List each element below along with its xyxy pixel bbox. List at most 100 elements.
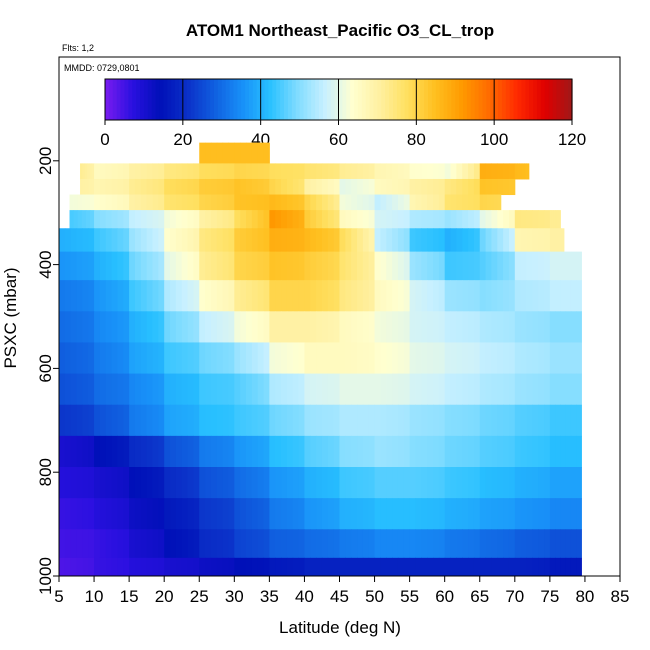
- heatmap-cell: [263, 404, 270, 437]
- heatmap-cell: [111, 210, 118, 229]
- heatmap-cell: [570, 404, 577, 437]
- heatmap-cell: [275, 280, 282, 312]
- heatmap-cell: [555, 529, 561, 559]
- heatmap-cell: [421, 280, 428, 312]
- heatmap-cell: [228, 142, 235, 164]
- heatmap-cell: [462, 280, 469, 312]
- heatmap-cell: [129, 163, 136, 180]
- heatmap-cell: [304, 404, 311, 437]
- heatmap-cell: [368, 529, 376, 559]
- heatmap-cell: [497, 251, 504, 281]
- colorbar-segment: [252, 79, 258, 120]
- heatmap-cell: [327, 280, 335, 312]
- heatmap-cell: [175, 251, 183, 281]
- heatmap-cell: [576, 529, 582, 559]
- heatmap-cell: [257, 194, 265, 211]
- heatmap-cell: [409, 194, 416, 211]
- heatmap-cell: [76, 498, 83, 530]
- heatmap-cell: [269, 228, 276, 253]
- heatmap-cell: [129, 404, 136, 437]
- heatmap-cell: [479, 404, 487, 437]
- heatmap-cell: [380, 251, 387, 281]
- heatmap-cell: [503, 557, 510, 577]
- colorbar-segment: [482, 79, 487, 120]
- heatmap-cell: [286, 210, 294, 229]
- heatmap-cell: [175, 210, 183, 229]
- heatmap-cell: [298, 178, 305, 196]
- heatmap-cell: [205, 311, 212, 343]
- heatmap-cell: [351, 251, 358, 281]
- heatmap-cell: [514, 373, 522, 406]
- heatmap-cell: [292, 404, 300, 437]
- heatmap-cell: [316, 529, 323, 559]
- heatmap-cell: [397, 194, 405, 211]
- heatmap-cell: [234, 373, 241, 406]
- colorbar-segment: [431, 79, 437, 120]
- heatmap-cell: [549, 280, 556, 312]
- heatmap-cell: [170, 210, 177, 229]
- heatmap-cell: [333, 311, 340, 343]
- heatmap-cell: [415, 373, 422, 406]
- heatmap-cell: [345, 342, 352, 375]
- heatmap-cell: [444, 342, 452, 375]
- heatmap-cell: [181, 498, 189, 530]
- heatmap-cell: [281, 404, 288, 437]
- heatmap-cell: [462, 557, 469, 577]
- heatmap-cell: [99, 163, 107, 180]
- heatmap-cell: [503, 280, 510, 312]
- colorbar-segment: [346, 79, 351, 120]
- heatmap-cell: [59, 467, 66, 499]
- heatmap-cell: [117, 251, 124, 281]
- heatmap-cell: [386, 498, 393, 530]
- heatmap-cell: [117, 404, 124, 437]
- colorbar-segment: [136, 79, 141, 120]
- heatmap-cell: [409, 557, 416, 577]
- heatmap-cell: [526, 557, 533, 577]
- heatmap-cell: [532, 228, 539, 253]
- heatmap-cell: [570, 373, 577, 406]
- heatmap-cell: [199, 435, 206, 468]
- x-tick-label: 10: [85, 587, 104, 606]
- heatmap-cell: [99, 194, 107, 211]
- heatmap-cell: [560, 280, 567, 312]
- heatmap-cell: [362, 311, 370, 343]
- heatmap-cell: [497, 194, 502, 211]
- colorbar-segment: [159, 79, 164, 120]
- heatmap-cell: [321, 404, 329, 437]
- heatmap-cell: [82, 467, 89, 499]
- heatmap-cell: [560, 467, 567, 499]
- heatmap-cell: [521, 163, 525, 180]
- heatmap-cell: [485, 280, 492, 312]
- heatmap-cell: [140, 280, 148, 312]
- heatmap-cell: [409, 373, 416, 406]
- heatmap-cell: [99, 557, 107, 577]
- heatmap-cell: [123, 163, 130, 180]
- heatmap-cell: [251, 194, 259, 211]
- heatmap-cell: [263, 178, 270, 196]
- heatmap-cell: [409, 178, 416, 196]
- heatmap-cell: [205, 342, 212, 375]
- heatmap-cell: [286, 194, 294, 211]
- heatmap-cell: [462, 373, 469, 406]
- heatmap-cell: [298, 342, 305, 375]
- heatmap-cell: [85, 194, 91, 211]
- heatmap-cell: [234, 228, 241, 253]
- heatmap-cell: [345, 280, 352, 312]
- heatmap-cell: [140, 467, 148, 499]
- heatmap-cell: [275, 163, 282, 180]
- heatmap-cell: [485, 228, 492, 253]
- heatmap-cell: [565, 342, 572, 375]
- heatmap-cell: [193, 178, 200, 196]
- heatmap-cell: [76, 311, 83, 343]
- heatmap-cell: [240, 342, 247, 375]
- heatmap-cell: [503, 311, 510, 343]
- heatmap-cell: [380, 311, 387, 343]
- heatmap-cell: [275, 210, 282, 229]
- heatmap-cell: [134, 467, 142, 499]
- heatmap-cell: [576, 435, 582, 468]
- heatmap-cell: [403, 228, 411, 253]
- heatmap-cell: [368, 311, 376, 343]
- heatmap-cell: [508, 311, 516, 343]
- heatmap-cell: [397, 311, 405, 343]
- heatmap-cell: [403, 251, 411, 281]
